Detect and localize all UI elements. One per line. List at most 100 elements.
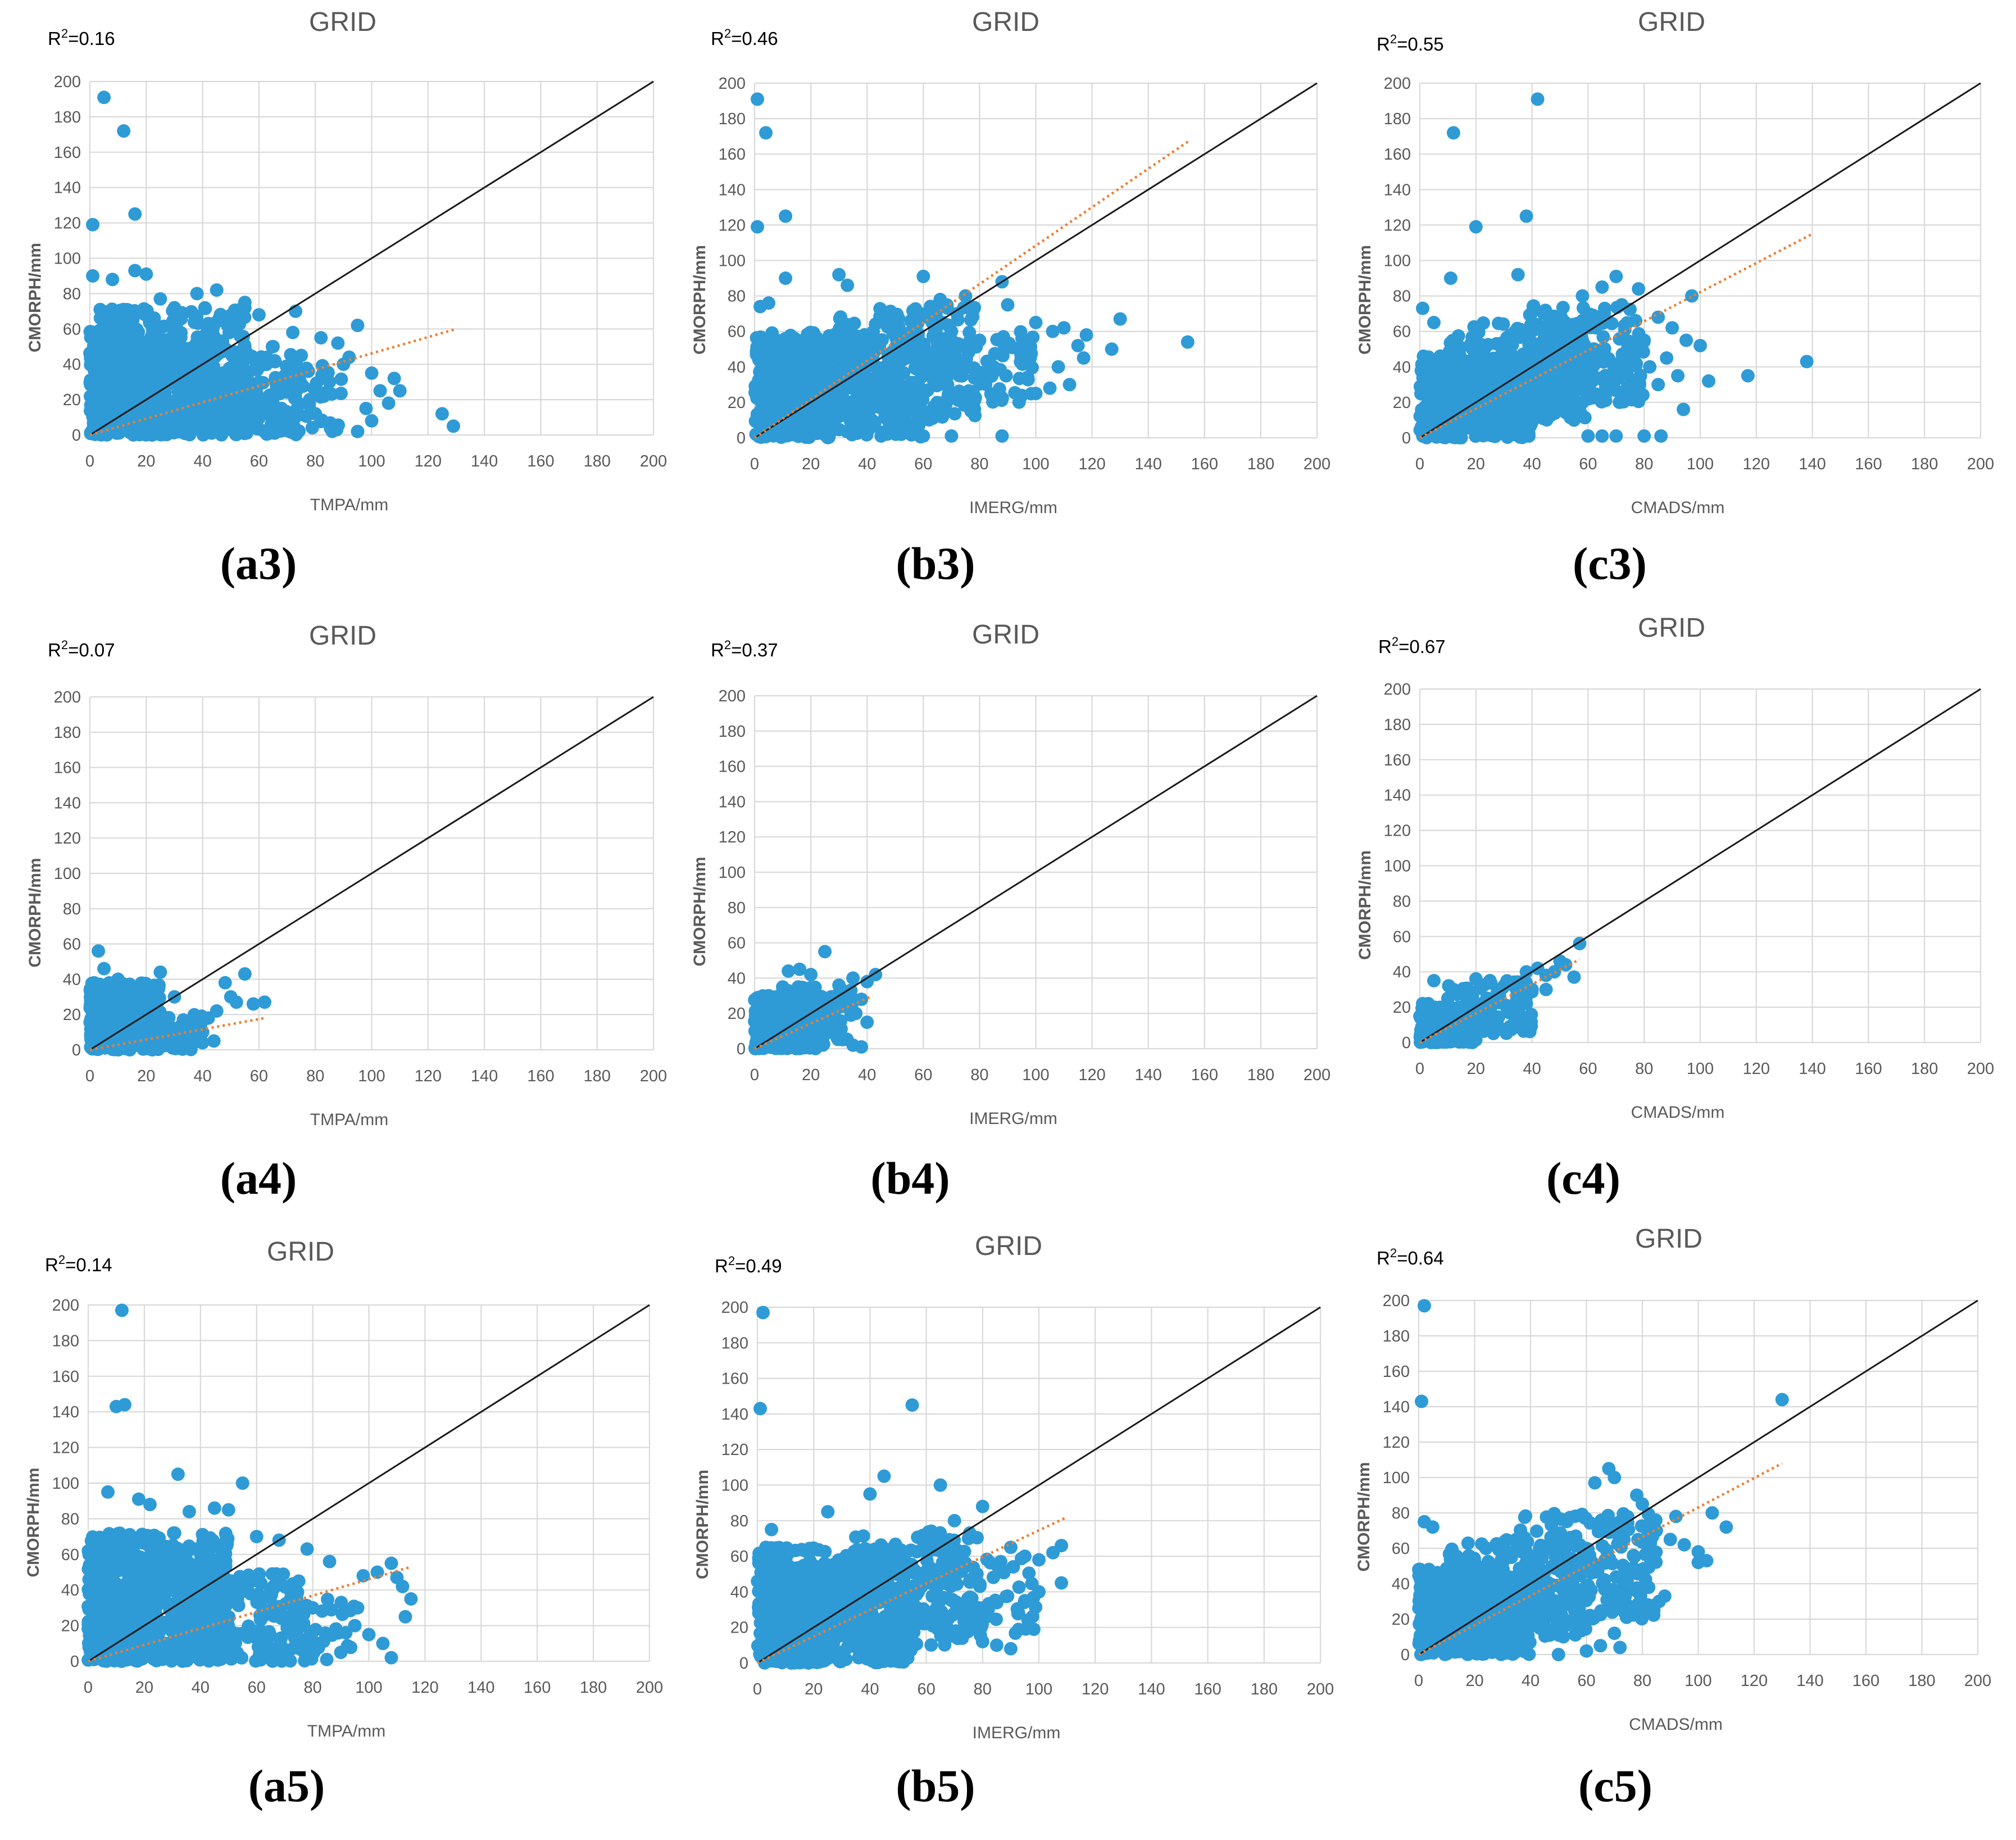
scatter-point [1610, 365, 1624, 379]
scatter-point [446, 419, 460, 433]
x-tick-label: 20 [1467, 1060, 1485, 1078]
x-axis-label: CMADS/mm [1631, 498, 1725, 517]
scatter-point [190, 287, 204, 301]
scatter-point [834, 1014, 848, 1028]
scatter-point [108, 420, 122, 434]
scatter-point [1490, 337, 1504, 351]
scatter-point [950, 307, 964, 321]
scatter-point [855, 992, 869, 1007]
scatter-point [280, 375, 294, 389]
scatter-point [1654, 429, 1668, 443]
scatter-point [334, 387, 348, 401]
y-tick-label: 200 [1384, 75, 1411, 93]
scatter-point [139, 267, 153, 281]
scatter-point [916, 269, 930, 283]
scatter-points [83, 944, 271, 1057]
scatter-point [874, 429, 888, 443]
x-axis-label: TMPA/mm [310, 496, 388, 514]
scatter-point [1496, 317, 1510, 331]
scatter-point [1567, 413, 1581, 427]
scatter-point [1015, 342, 1029, 356]
scatter-point [1428, 1014, 1442, 1028]
y-tick-label: 20 [1393, 394, 1411, 412]
panel-label: (a4) [220, 1153, 297, 1204]
x-tick-label: 60 [914, 1066, 932, 1084]
scatter-point [847, 337, 861, 351]
scatter-point [435, 407, 449, 421]
scatter-point [246, 414, 260, 428]
scatter-point [936, 342, 950, 356]
scatter-point [1454, 362, 1468, 376]
scatter-point [334, 372, 348, 386]
y-tick-label: 140 [719, 181, 746, 199]
scatter-point [801, 327, 815, 341]
scatter-point [1422, 356, 1436, 370]
scatter-point [952, 337, 966, 351]
scatter-point [1637, 429, 1651, 443]
scatter-point [197, 379, 211, 393]
scatter-point [382, 396, 396, 410]
x-tick-label: 160 [1855, 1060, 1882, 1078]
scatter-point [856, 409, 870, 423]
scatter-point [324, 422, 338, 436]
x-tick-label: 200 [640, 1067, 667, 1085]
scatter-point [1427, 400, 1441, 414]
scatter-point [939, 395, 953, 409]
scatter-point [1685, 289, 1699, 303]
scatter-point [777, 347, 791, 361]
scatter-point [833, 368, 847, 382]
scatter-point [93, 302, 107, 316]
y-tick-label: 120 [54, 215, 81, 233]
scatter-point [106, 392, 120, 406]
scatter-point [308, 407, 323, 421]
scatter-point [359, 401, 373, 415]
scatter-point [198, 301, 212, 315]
scatter-point [184, 1043, 198, 1057]
scatter-point [252, 308, 266, 322]
y-tick-label: 60 [1393, 323, 1411, 341]
x-tick-label: 80 [970, 455, 988, 473]
scatter-point [1021, 373, 1035, 387]
scatter-points [748, 945, 883, 1055]
scatter-point [331, 336, 345, 350]
scatter-point [1470, 353, 1484, 367]
x-tick-label: 140 [471, 1067, 498, 1085]
x-tick-label: 120 [415, 452, 442, 470]
scatter-point [1449, 349, 1463, 363]
scatter-point [1575, 289, 1590, 303]
scatter-point [167, 301, 181, 315]
x-tick-label: 40 [858, 455, 876, 473]
scatter-point [102, 355, 116, 369]
scatter-point [863, 398, 877, 412]
chart-title: GRID [1638, 7, 1705, 37]
scatter-point [373, 384, 387, 398]
y-tick-label: 140 [719, 793, 746, 811]
y-tick-label: 200 [719, 687, 746, 705]
y-tick-label: 100 [719, 252, 746, 270]
scatter-point [106, 273, 120, 287]
panel-label: (b4) [870, 1153, 950, 1204]
scatter-point [875, 396, 889, 410]
scatter-point [879, 406, 893, 420]
y-tick-label: 40 [1393, 963, 1411, 981]
x-tick-label: 120 [1078, 1066, 1105, 1084]
scatter-point [1500, 399, 1514, 413]
scatter-point [1693, 338, 1707, 352]
scatter-point [245, 350, 259, 364]
y-tick-label: 160 [54, 144, 81, 162]
x-tick-label: 80 [1635, 1060, 1653, 1078]
y-tick-label: 200 [54, 688, 81, 706]
y-axis-label: CMORPH/mm [691, 245, 709, 355]
scatter-point [948, 407, 962, 421]
scatter-point [86, 217, 100, 232]
scatter-point [1595, 280, 1609, 294]
scatter-point [762, 989, 776, 1003]
x-tick-label: 60 [250, 452, 268, 470]
scatter-point [210, 283, 224, 297]
scatter-point [858, 333, 872, 347]
x-tick-label: 140 [1799, 1060, 1826, 1078]
scatter-point [286, 325, 300, 339]
scatter-point [832, 268, 846, 282]
scatter-point [224, 396, 238, 410]
x-tick-label: 80 [306, 452, 324, 470]
